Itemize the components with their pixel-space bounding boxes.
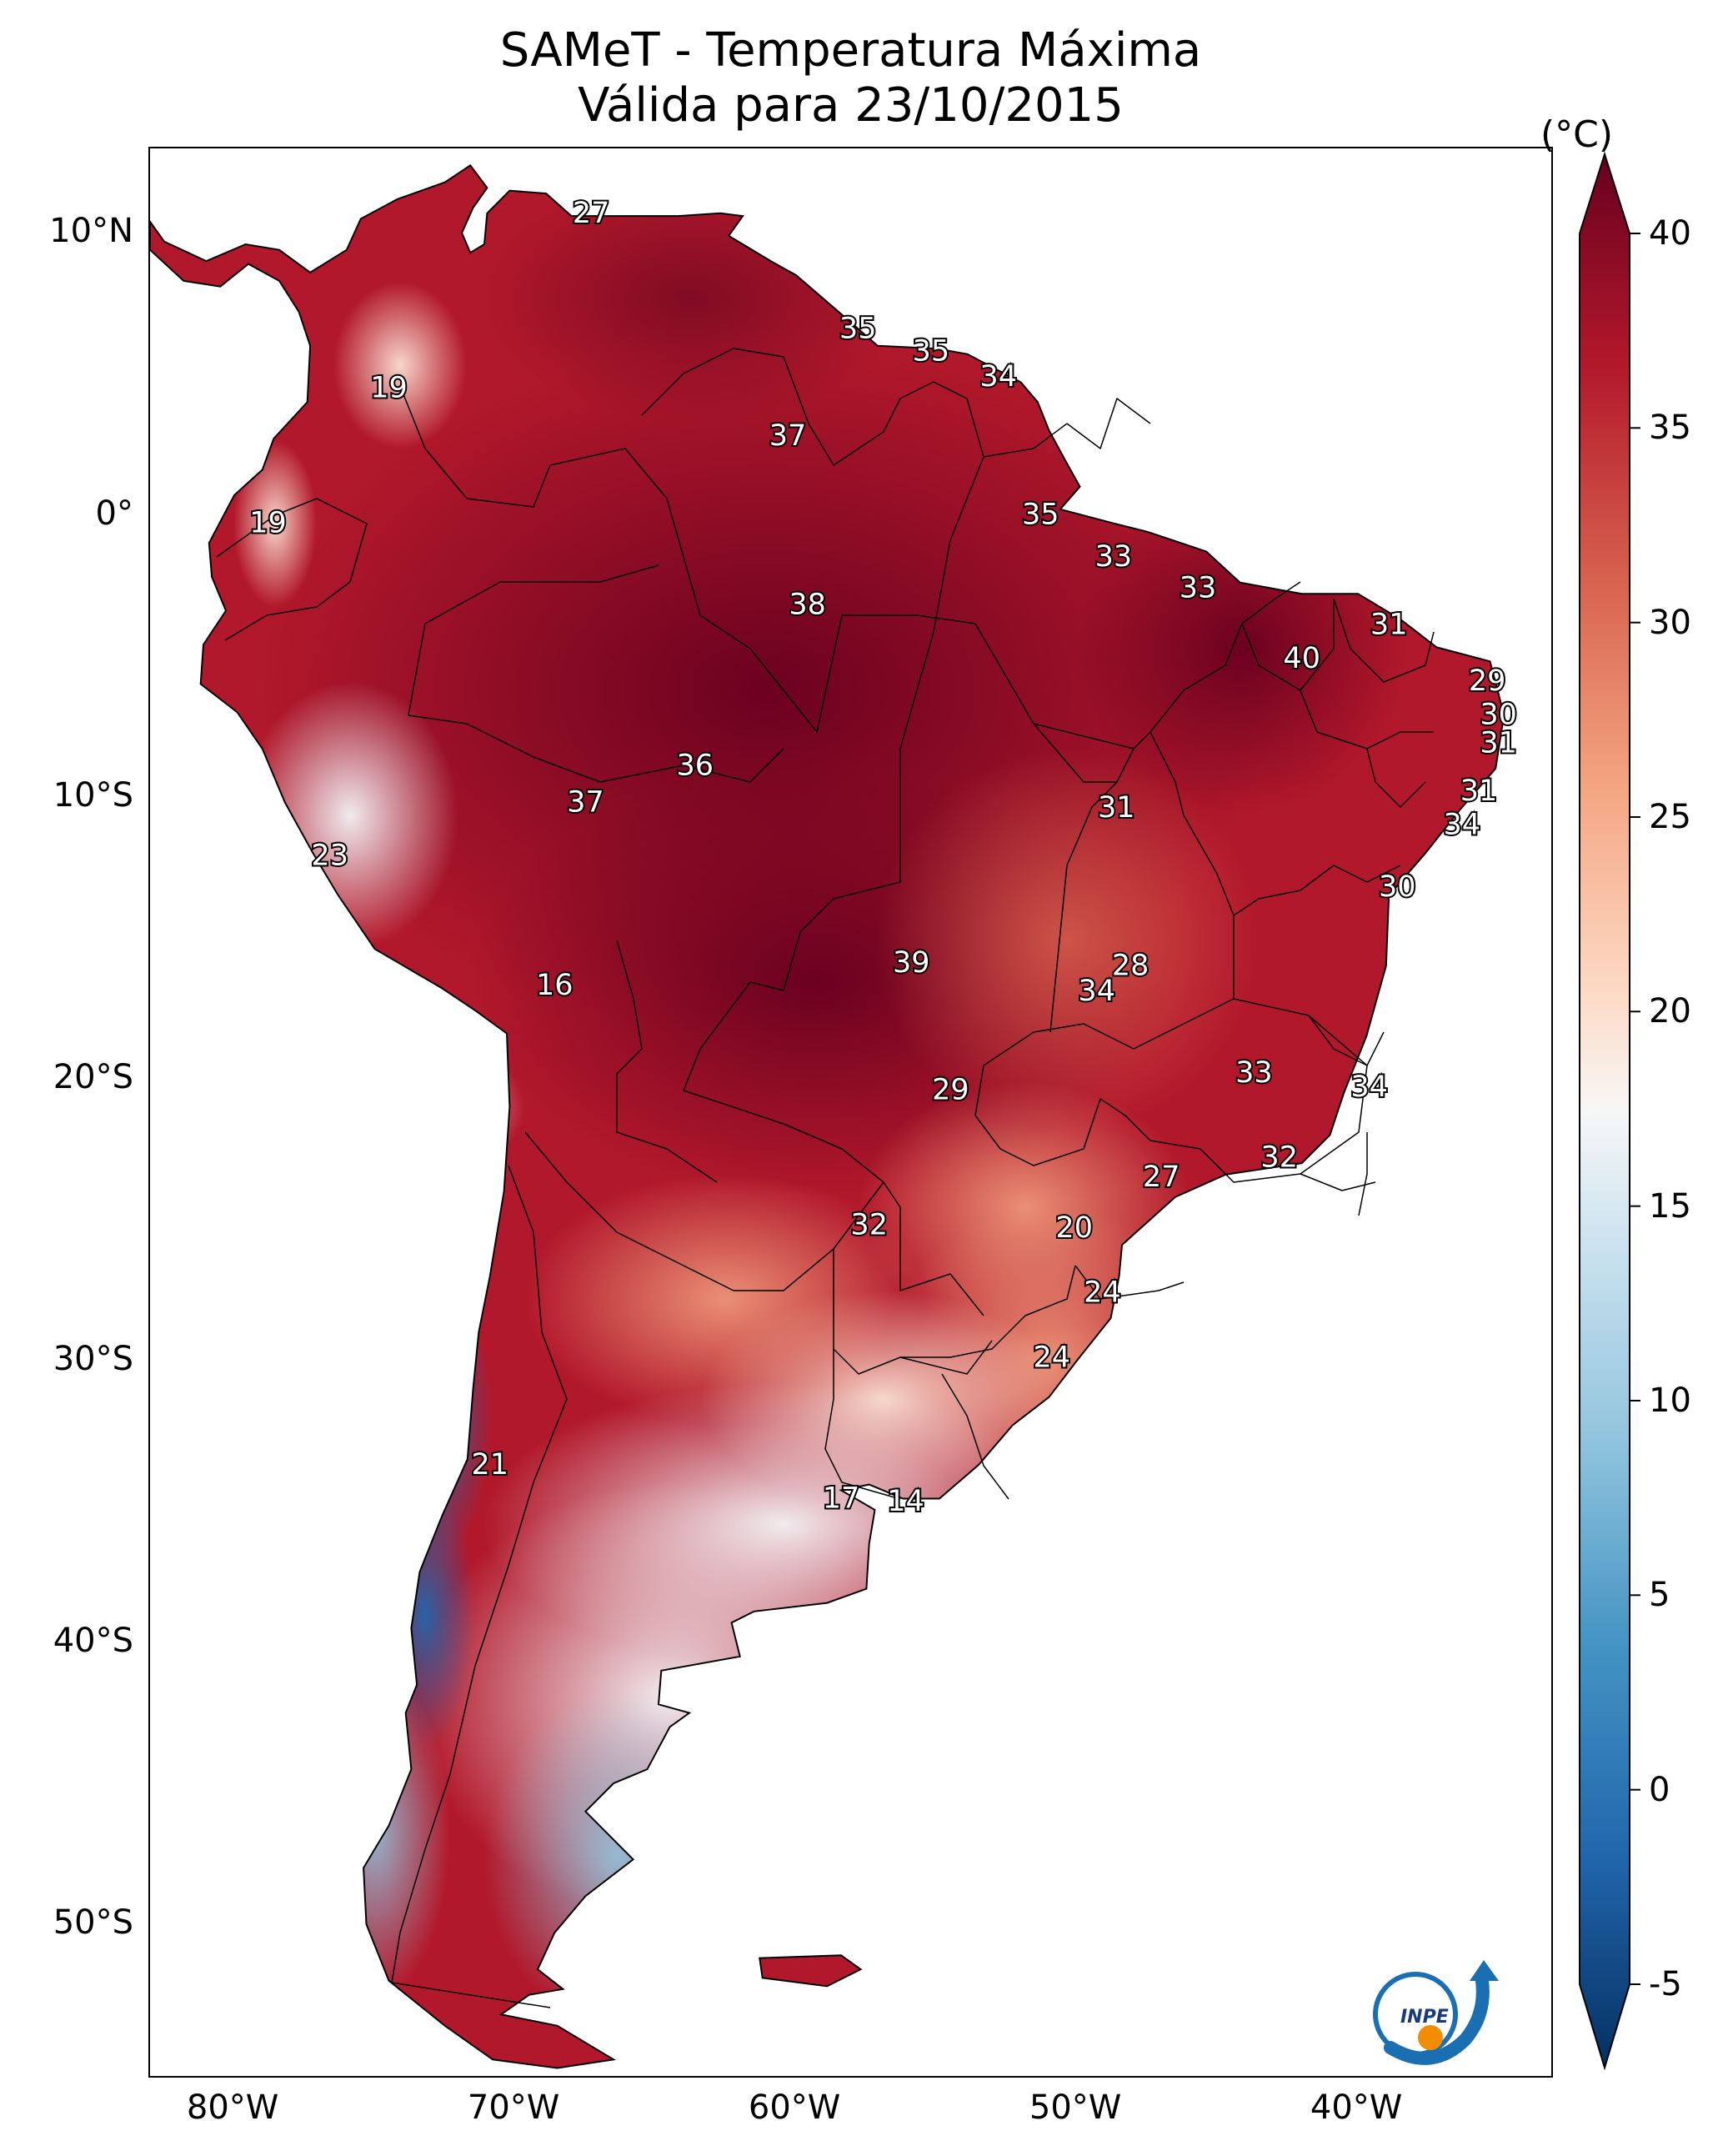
temperature-label: 35 (839, 312, 877, 345)
temperature-label: 16 (536, 969, 573, 1002)
latitude-tick-label: 20°S (53, 1057, 133, 1096)
longitude-tick-label: 80°W (186, 2088, 279, 2127)
temperature-label: 35 (1022, 499, 1059, 532)
temperature-label: 17 (823, 1482, 860, 1516)
longitude-tick-label: 70°W (467, 2088, 560, 2127)
temperature-field (150, 165, 1505, 2068)
temperature-label: 37 (769, 419, 807, 453)
colorbar-tick-label: -5 (1649, 1965, 1682, 2003)
colorbar-tick-label: 35 (1649, 409, 1691, 448)
colorbar-tick-label: 15 (1649, 1186, 1691, 1226)
temperature-label: 21 (472, 1448, 509, 1482)
temperature-label: 38 (789, 589, 826, 622)
colorbar-tick-label: 20 (1649, 992, 1691, 1031)
latitude-tick-label: 30°S (53, 1339, 133, 1378)
temperature-label: 40 (1283, 642, 1320, 675)
inpe-logo-text: INPE (1400, 2007, 1449, 2028)
map-title: SAMeT - Temperatura Máxima (499, 23, 1202, 78)
temperature-label: 27 (573, 197, 610, 230)
temperature-label: 31 (1098, 791, 1135, 825)
temperature-label: 36 (677, 749, 714, 782)
temperature-label: 34 (1444, 808, 1481, 841)
colorbar-tick-label: 0 (1649, 1770, 1670, 1809)
colorbar-tick-label: 30 (1649, 603, 1691, 642)
map-panel[interactable]: 27 19 35 35 34 37 19 35 33 38 33 31 40 29 30 31 36 37 31 31… (148, 147, 1553, 2078)
temperature-label: 37 (567, 785, 604, 819)
map-subtitle: Válida para 23/10/2015 (578, 78, 1124, 133)
colorbar-tick-label: 5 (1649, 1576, 1670, 1615)
colorbar (1579, 151, 1640, 2071)
temperature-label: 19 (370, 371, 408, 404)
temperature-label: 31 (1460, 775, 1498, 808)
colorbar-tick-label: 40 (1649, 214, 1691, 253)
temperature-label: 23 (311, 840, 348, 873)
colorbar-unit: (°C) (1540, 113, 1614, 156)
longitude-tick-label: 60°W (748, 2088, 841, 2127)
temperature-label: 27 (1143, 1161, 1180, 1194)
temperature-label: 32 (850, 1209, 888, 1242)
temperature-label: 34 (1350, 1070, 1388, 1104)
latitude-tick-label: 10°N (49, 212, 133, 251)
longitude-tick-label: 40°W (1310, 2088, 1403, 2127)
temperature-label: 24 (1084, 1276, 1121, 1310)
temperature-label: 30 (1379, 870, 1416, 904)
temperature-label: 19 (249, 507, 287, 540)
colorbar-tick-label: 25 (1649, 798, 1691, 836)
temperature-label: 33 (1180, 571, 1217, 604)
latitude-tick-label: 50°S (53, 1903, 133, 1943)
temperature-label: 29 (1469, 664, 1506, 698)
temperature-label: 28 (1112, 950, 1150, 983)
political-borders (216, 348, 1435, 2008)
colorbar-tick-label: 10 (1649, 1381, 1691, 1420)
temperature-label: 35 (913, 334, 950, 368)
latitude-tick-label: 40°S (53, 1621, 133, 1660)
temperature-label: 14 (887, 1485, 924, 1518)
temperature-label: 31 (1370, 608, 1408, 641)
longitude-tick-label: 50°W (1029, 2088, 1122, 2127)
temperature-label: 33 (1095, 540, 1133, 574)
temperature-label: 33 (1235, 1056, 1273, 1090)
temperature-label: 39 (893, 946, 930, 980)
latitude-tick-label: 0° (95, 494, 133, 533)
temperature-label: 24 (1034, 1341, 1071, 1375)
temperature-label: 20 (1055, 1211, 1093, 1245)
temperature-label: 31 (1480, 726, 1517, 760)
temperature-label: 34 (979, 360, 1017, 394)
inpe-logo: INPE (1373, 1960, 1499, 2065)
temperature-label: 30 (1480, 699, 1517, 732)
temperature-label: 29 (932, 1073, 969, 1106)
temperature-label: 32 (1260, 1141, 1298, 1174)
latitude-tick-label: 10°S (53, 775, 133, 815)
temperature-label: 34 (1078, 975, 1115, 1008)
